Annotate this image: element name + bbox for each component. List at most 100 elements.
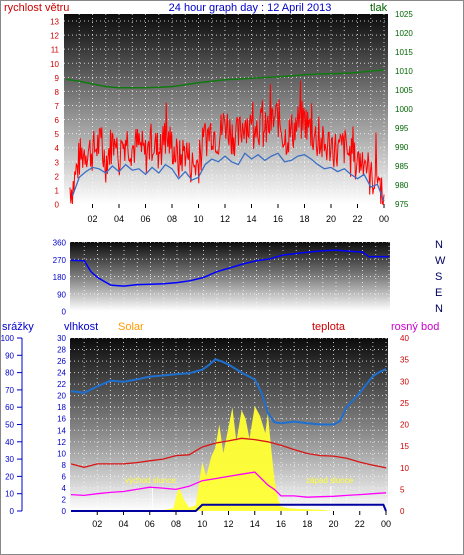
sunrise-label: východ slunce (125, 476, 176, 485)
humidity-tick-label: 24 (57, 369, 66, 378)
compass-label: W (435, 255, 446, 267)
humidity-tick-label: 28 (57, 346, 66, 355)
wind-tick-label: 10 (50, 60, 59, 69)
rain-tick-label: 60 (5, 403, 14, 412)
dewpoint-line (70, 471, 387, 498)
hour-tick-label: 12 (220, 214, 230, 224)
rain-line (71, 503, 387, 512)
temperature-tick-label: 35 (400, 356, 409, 365)
humidity-tick-label: 30 (57, 334, 66, 343)
wind-tick-label: 1 (55, 186, 60, 195)
hour-tick-label: 00 (381, 519, 391, 529)
direction-tick-label: 180 (53, 273, 67, 282)
wind-tick-label: 9 (55, 74, 60, 83)
hour-tick-label: 06 (145, 519, 155, 529)
legend-rain: srážky (2, 321, 34, 333)
hour-tick-label: 14 (246, 214, 256, 224)
hour-tick-label: 18 (299, 214, 309, 224)
hour-tick-label: 22 (355, 519, 365, 529)
wind-gust-line (69, 80, 385, 205)
compass-label: N (435, 303, 443, 315)
humidity-tick-label: 18 (57, 403, 66, 412)
pressure-tick-label: 1020 (395, 29, 413, 38)
temperature-tick-label: 5 (400, 485, 405, 494)
humidity-tick-label: 22 (57, 380, 66, 389)
temperature-line (70, 437, 387, 469)
legend-humidity: vlhkost (64, 321, 98, 333)
wind-direction-line (70, 249, 389, 287)
hour-tick-label: 04 (118, 519, 128, 529)
hour-tick-label: 08 (171, 519, 181, 529)
temperature-tick-label: 0 (400, 507, 405, 516)
wind-pressure-plot-area (64, 14, 388, 204)
humidity-tick-label: 26 (57, 357, 66, 366)
wind-tick-label: 2 (55, 172, 60, 181)
pressure-tick-label: 995 (395, 124, 409, 133)
wind-tick-label: 6 (55, 116, 60, 125)
legend-temperature: teplota (312, 321, 346, 333)
hour-tick-label: 02 (87, 214, 97, 224)
wind-tick-label: 4 (55, 144, 60, 153)
humidity-line (70, 358, 387, 426)
hour-tick-label: 20 (328, 519, 338, 529)
sunset-label: západ slunce (306, 476, 354, 485)
humidity-tick-label: 6 (62, 472, 67, 481)
wind-tick-label: 5 (55, 130, 60, 139)
wind-tick-label: 7 (55, 102, 60, 111)
legend-dewpoint: rosný bod (391, 321, 439, 333)
wind-tick-label: 0 (55, 201, 60, 210)
temperature-tick-label: 10 (400, 464, 409, 473)
hour-tick-label: 14 (250, 519, 260, 529)
pressure-tick-label: 1015 (395, 48, 413, 57)
humidity-tick-label: 14 (57, 426, 66, 435)
rain-tick-label: 90 (5, 351, 14, 360)
hour-tick-label: 00 (379, 214, 389, 224)
hour-tick-label: 16 (276, 519, 286, 529)
rain-tick-label: 20 (5, 472, 14, 481)
humidity-tick-label: 2 (62, 495, 67, 504)
wind-average-line (71, 152, 385, 202)
temperature-tick-label: 30 (400, 377, 409, 386)
temperature-tick-label: 25 (400, 399, 409, 408)
hour-tick-label: 18 (302, 519, 312, 529)
direction-tick-label: 90 (57, 290, 66, 299)
rain-tick-label: 30 (5, 455, 14, 464)
direction-tick-label: 270 (53, 256, 67, 265)
rain-tick-label: 50 (5, 421, 14, 430)
hour-tick-label: 08 (167, 214, 177, 224)
pressure-tick-label: 1025 (395, 10, 413, 19)
humidity-tick-label: 8 (62, 461, 67, 470)
wind-tick-label: 11 (51, 46, 60, 55)
pressure-tick-label: 1000 (395, 105, 413, 114)
pressure-axis-title: tlak (370, 2, 388, 14)
wind-speed-axis-title: rychlost větru (4, 2, 69, 14)
humidity-tick-label: 0 (62, 507, 67, 516)
hour-tick-label: 12 (223, 519, 233, 529)
pressure-tick-label: 985 (395, 162, 409, 171)
direction-tick-label: 360 (53, 239, 67, 248)
chart-title: 24 hour graph day : 12 April 2013 (169, 2, 332, 14)
compass-label: S (435, 271, 442, 283)
wind-tick-label: 12 (50, 32, 59, 41)
pressure-tick-label: 980 (395, 181, 409, 190)
hour-tick-label: 16 (273, 214, 283, 224)
rain-tick-label: 80 (5, 369, 14, 378)
wind-tick-label: 13 (50, 18, 59, 27)
pressure-tick-label: 975 (395, 200, 409, 209)
rain-tick-label: 100 (1, 334, 15, 343)
humidity-tick-label: 10 (57, 449, 66, 458)
temperature-tick-label: 40 (400, 334, 409, 343)
temperature-tick-label: 20 (400, 421, 409, 430)
rain-tick-label: 40 (5, 438, 14, 447)
humidity-tick-label: 16 (57, 415, 66, 424)
hour-tick-label: 04 (114, 214, 124, 224)
humidity-tick-label: 12 (57, 438, 66, 447)
solar-area (149, 406, 334, 511)
rain-tick-label: 10 (5, 490, 14, 499)
hour-tick-label: 20 (326, 214, 336, 224)
pressure-tick-label: 990 (395, 143, 409, 152)
wind-tick-label: 8 (55, 88, 60, 97)
humidity-tick-label: 20 (57, 392, 66, 401)
legend-solar: Solar (118, 321, 144, 333)
